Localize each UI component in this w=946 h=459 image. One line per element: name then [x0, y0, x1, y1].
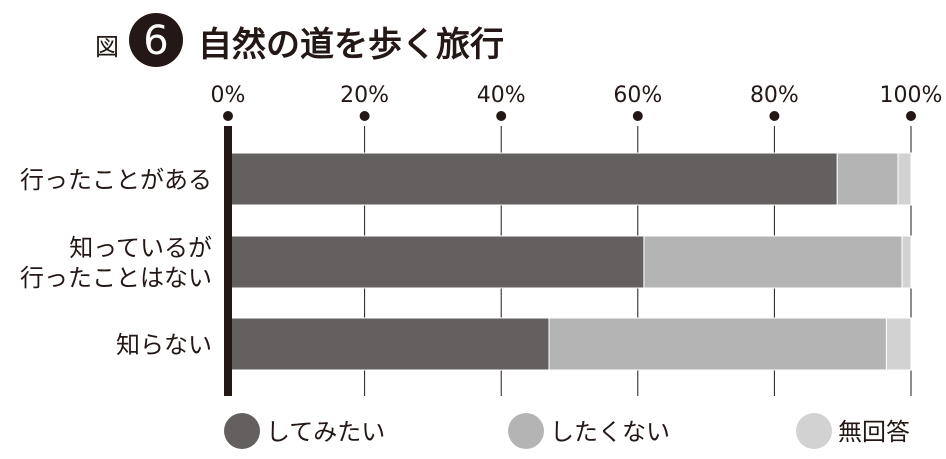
bar-segment-2: [548, 317, 887, 371]
x-tick-dot: [906, 111, 916, 121]
legend-label-1: してみたい: [266, 418, 385, 446]
x-tick-dot: [359, 111, 370, 121]
bar-segment-3: [897, 152, 912, 206]
category-label: 知らない: [116, 331, 212, 359]
x-tick-label: 100%: [880, 83, 943, 108]
figure-title-group: 図 6 自然の道を歩く旅行: [95, 13, 504, 67]
legend-label-3: 無回答: [838, 418, 910, 446]
figure-number: 6: [143, 18, 168, 64]
bar-segment-1: [227, 317, 550, 371]
x-tick-label: 0%: [211, 83, 246, 108]
bar-segment-1: [227, 152, 838, 206]
legend-swatch-2: [508, 413, 544, 449]
legend-swatch-1: [224, 413, 260, 449]
y-axis-line: [224, 126, 232, 396]
legend-label-2: したくない: [550, 418, 670, 446]
x-axis-ticks: 0% 20% 40% 60% 80% 100%: [211, 83, 943, 121]
x-tick-dot: [223, 111, 233, 121]
bar-segment-1: [227, 235, 645, 289]
category-label: 知っているが: [69, 234, 212, 262]
bar-segment-2: [643, 235, 903, 289]
category-label: 行ったことがある: [20, 166, 212, 194]
x-tick-dot: [632, 111, 643, 121]
x-tick-label: 60%: [613, 83, 662, 108]
bars: [227, 152, 912, 371]
figure-prefix: 図: [95, 33, 119, 61]
bar-segment-3: [885, 317, 912, 371]
bar-segment-3: [901, 235, 912, 289]
x-tick-label: 20%: [340, 83, 389, 108]
bar-segment-2: [836, 152, 899, 206]
figure-number-badge: [129, 13, 183, 67]
legend-swatch-3: [796, 413, 832, 449]
x-tick-label: 80%: [750, 83, 799, 108]
category-label: 行ったことはない: [20, 264, 212, 292]
x-tick-dot: [769, 111, 780, 121]
x-tick-dot: [496, 111, 507, 121]
legend: してみたい したくない 無回答: [224, 413, 910, 449]
x-tick-label: 40%: [477, 83, 526, 108]
figure-title: 自然の道を歩く旅行: [198, 25, 504, 65]
